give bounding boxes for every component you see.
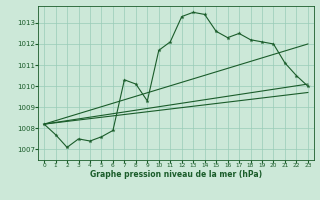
Point [168,40,173,43]
Point [133,82,139,86]
X-axis label: Graphe pression niveau de la mer (hPa): Graphe pression niveau de la mer (hPa) [90,170,262,179]
Point [248,38,253,41]
Point [271,42,276,46]
Point [305,85,310,88]
Point [225,36,230,39]
Point [110,129,116,132]
Point [65,146,70,149]
Point [202,13,207,16]
Point [76,137,81,141]
Point [282,61,287,65]
Point [87,139,92,143]
Point [260,40,265,43]
Point [42,123,47,126]
Point [99,135,104,138]
Point [122,78,127,81]
Point [156,49,161,52]
Point [145,99,150,103]
Point [53,133,58,136]
Point [236,32,242,35]
Point [294,74,299,77]
Point [179,15,184,18]
Point [191,11,196,14]
Point [213,30,219,33]
